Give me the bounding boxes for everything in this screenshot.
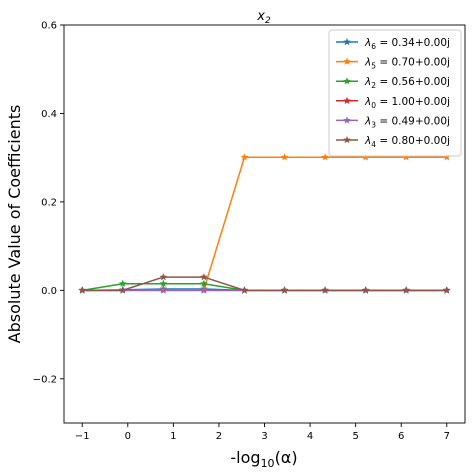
legend-entry: λ6 = 0.34+0.00j [336, 37, 450, 51]
x-tick-label: 6 [398, 431, 404, 442]
data-point [199, 272, 208, 281]
y-tick-label: 0.2 [41, 197, 57, 208]
ticks-layer: −1 0 1 2 3 4 5 6 7 −0.2 0.0 0.2 0.4 0.6 [33, 21, 450, 443]
legend-label-sub: 0 [371, 101, 376, 110]
legend-marker [343, 57, 351, 65]
x-axis-label-post: (α) [275, 448, 298, 467]
data-point [240, 153, 249, 161]
legend-label-value: = 1.00+0.00j [376, 96, 450, 108]
legend-label-symbol: λ [364, 135, 371, 147]
legend-label: λ2 = 0.56+0.00j [364, 76, 450, 90]
legend-entry: λ5 = 0.70+0.00j [336, 57, 450, 71]
plot-frame [63, 24, 466, 424]
x-tick-label: 5 [352, 431, 358, 442]
chart-title: x2 [256, 9, 271, 26]
legend-label-symbol: λ [364, 57, 371, 69]
data-point [402, 286, 411, 294]
data-point [118, 286, 127, 294]
legend-entry: λ4 = 0.80+0.00j [336, 135, 450, 149]
legend-marker [343, 77, 351, 85]
data-point [78, 286, 87, 294]
x-tick-label: 4 [307, 431, 313, 442]
series-line [82, 276, 447, 292]
data-point [280, 153, 289, 161]
y-tick-label: 0.0 [41, 286, 57, 297]
legend-label-value: = 0.70+0.00j [376, 57, 450, 69]
legend-label-sub: 4 [371, 140, 376, 149]
legend-label-symbol: λ [364, 96, 371, 108]
legend-label-value: = 0.49+0.00j [376, 115, 450, 127]
legend-label-symbol: λ [364, 37, 371, 49]
legend-label: λ0 = 1.00+0.00j [364, 96, 450, 110]
legend-label: λ6 = 0.34+0.00j [364, 37, 450, 51]
x-axis-label: -log10(α) [230, 448, 297, 470]
y-tick-label: 0.4 [41, 109, 57, 120]
data-point [442, 286, 451, 294]
legend-label: λ5 = 0.70+0.00j [364, 57, 450, 71]
legend-label-symbol: λ [364, 115, 371, 127]
x-tick-label: 0 [125, 431, 131, 442]
data-point [240, 286, 249, 294]
y-axis-label: Absolute Value of Coefficients [5, 105, 24, 344]
legend-label-sub: 6 [371, 42, 376, 51]
data-point [199, 286, 208, 294]
legend-entry: λ2 = 0.56+0.00j [336, 76, 450, 90]
legend-label-sub: 2 [371, 81, 376, 90]
legend-marker [343, 96, 351, 105]
chart-title-base: x [256, 9, 265, 24]
y-tick-label: 0.6 [41, 21, 57, 32]
data-point [159, 272, 168, 281]
data-point [321, 286, 330, 294]
legend-label-value: = 0.56+0.00j [376, 76, 450, 88]
data-point [199, 279, 208, 288]
data-point [321, 153, 330, 161]
legend-entry: λ3 = 0.49+0.00j [336, 115, 450, 129]
data-point [159, 279, 168, 288]
x-tick-label: 7 [444, 431, 450, 442]
data-point [118, 279, 127, 288]
x-tick-label: 1 [170, 431, 176, 442]
legend-label-sub: 5 [371, 62, 376, 71]
legend-label-symbol: λ [364, 76, 371, 88]
x-tick-label: 2 [216, 431, 222, 442]
legend-marker [343, 116, 351, 124]
data-point [361, 286, 370, 294]
legend-marker [343, 37, 351, 46]
y-tick-label: −0.2 [33, 374, 57, 385]
data-point [280, 286, 289, 294]
legend-marker [343, 135, 351, 144]
data-point [159, 286, 168, 294]
x-tick-label: −1 [75, 431, 90, 442]
legend-label: λ3 = 0.49+0.00j [364, 115, 450, 129]
x-tick-label: 3 [261, 431, 267, 442]
series-5 [78, 272, 451, 294]
series-layer [78, 153, 451, 294]
legend-label: λ4 = 0.80+0.00j [364, 135, 450, 149]
chart-title-sub: 2 [265, 16, 271, 26]
legend-label-value: = 0.80+0.00j [376, 135, 450, 147]
x-axis-label-pre: -log [230, 448, 260, 467]
legend-label-sub: 3 [371, 120, 376, 129]
legend-entry: λ0 = 1.00+0.00j [336, 96, 450, 110]
legend-label-value: = 0.34+0.00j [376, 37, 450, 49]
legend-box [328, 29, 462, 157]
x-axis-label-sub: 10 [261, 457, 275, 470]
